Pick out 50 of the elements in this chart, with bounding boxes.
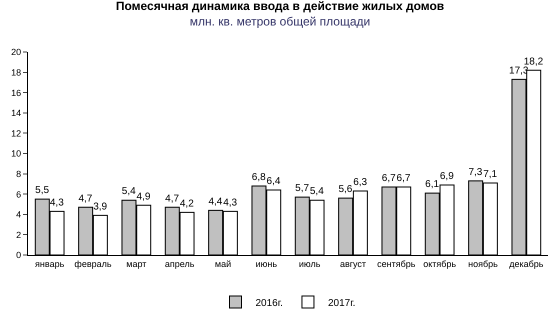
data-label: 5,5: [35, 185, 50, 196]
data-label: 6,9: [440, 170, 454, 182]
y-tick-label: 16: [11, 88, 22, 98]
data-label: 5,4: [122, 186, 136, 198]
data-label: 6,4: [266, 176, 281, 188]
data-label: 7,3: [468, 166, 483, 178]
x-tick-label: май: [214, 258, 232, 269]
data-label: 4,3: [50, 197, 64, 208]
chart-title: Помесячная динамика ввода в действие жилых домов: [116, 0, 444, 13]
data-label: 18,2: [524, 56, 544, 68]
y-tick-label: 14: [11, 108, 22, 118]
data-label: 7,1: [483, 168, 498, 180]
data-label: 6,3: [353, 177, 368, 188]
x-tick-label: ноябрь: [468, 258, 498, 269]
y-tick-label: 12: [11, 128, 22, 138]
y-tick-label: 2: [16, 230, 22, 240]
y-tick-label: 4: [16, 210, 22, 220]
y-tick-label: 8: [16, 168, 22, 179]
legend-label: 2016г.: [256, 298, 283, 309]
x-tick-label: сентябрь: [377, 258, 416, 269]
data-label: 5,6: [338, 184, 353, 196]
data-label: 5,4: [310, 186, 324, 198]
y-tick-label: 0: [16, 250, 22, 260]
x-tick-label: октябрь: [423, 258, 456, 269]
x-tick-label: март: [126, 258, 146, 269]
data-label: 4,9: [136, 191, 151, 202]
x-tick-label: август: [340, 258, 366, 269]
data-label: 3,9: [93, 201, 108, 212]
legend-label: 2017г.: [328, 298, 356, 309]
data-label: 6,7: [382, 173, 396, 184]
data-label: 4,7: [78, 193, 93, 204]
x-tick-label: апрель: [164, 258, 195, 269]
x-tick-label: июль: [298, 258, 321, 269]
data-label: 4,3: [223, 197, 238, 208]
x-tick-label: июнь: [256, 258, 278, 269]
y-tick-label: 10: [11, 148, 22, 159]
y-tick-label: 20: [11, 47, 22, 58]
x-tick-label: январь: [35, 258, 65, 269]
y-tick-label: 6: [16, 189, 22, 200]
data-label: 6,7: [396, 173, 411, 184]
data-label: 6,1: [425, 179, 440, 190]
chart-subtitle: млн. кв. метров общей площади: [190, 14, 370, 28]
data-label: 5,7: [295, 183, 310, 194]
data-label: 4,4: [208, 196, 223, 208]
data-label: 4,2: [180, 198, 194, 210]
y-tick-label: 18: [11, 67, 22, 78]
data-label: 6,8: [252, 172, 266, 183]
data-label: 4,7: [165, 193, 180, 204]
x-tick-label: декабрь: [509, 258, 544, 269]
x-tick-label: февраль: [74, 258, 112, 269]
